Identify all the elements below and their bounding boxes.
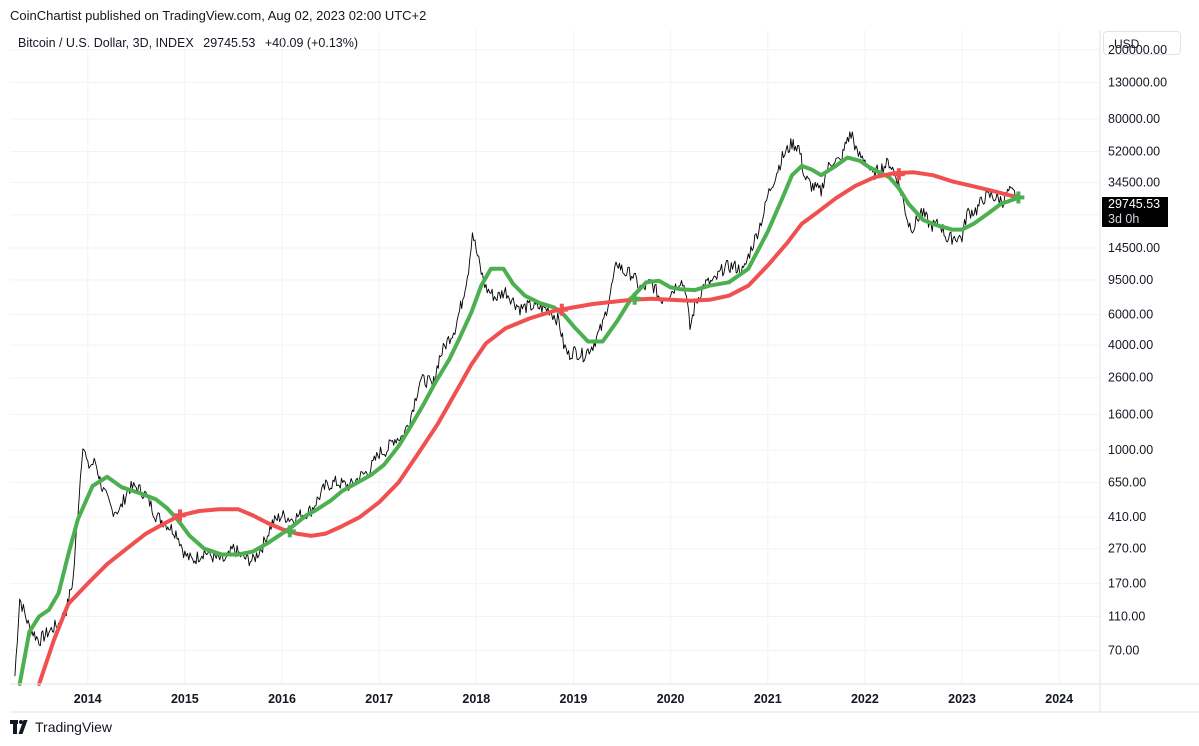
time-axis[interactable]: 2014 2015 2016 2017 2018 2019 2020 2021 2022 2023… bbox=[74, 692, 1073, 706]
y-tick-label: 110.00 bbox=[1108, 610, 1145, 624]
badge-countdown: 3d 0h bbox=[1108, 212, 1140, 226]
publisher-caption: CoinChartist published on TradingView.co… bbox=[10, 8, 427, 23]
x-tick-label: 2014 bbox=[74, 692, 102, 706]
x-tick-label: 2016 bbox=[268, 692, 296, 706]
y-tick-label: 170.00 bbox=[1108, 577, 1146, 591]
y-tick-label: 130000.00 bbox=[1108, 75, 1167, 89]
badge-price: 29745.53 bbox=[1108, 197, 1161, 211]
x-tick-label: 2018 bbox=[462, 692, 490, 706]
y-tick-label: 1600.00 bbox=[1108, 407, 1153, 421]
cross-marker bbox=[628, 292, 641, 305]
symbol-legend: Bitcoin / U.S. Dollar, 3D, INDEX 29745.5… bbox=[18, 36, 364, 50]
y-tick-label: 80000.00 bbox=[1108, 112, 1160, 126]
y-tick-label: 4000.00 bbox=[1108, 338, 1153, 352]
x-tick-label: 2023 bbox=[948, 692, 976, 706]
y-tick-label: 650.00 bbox=[1108, 475, 1146, 489]
y-tick-label: 2600.00 bbox=[1108, 371, 1153, 385]
price-change: +40.09 (+0.13%) bbox=[264, 36, 358, 50]
y-tick-label: 410.00 bbox=[1108, 510, 1146, 524]
price-axis[interactable]: 200000.00 130000.00 80000.00 52000.00 34500.… bbox=[1108, 43, 1167, 658]
price-line bbox=[14, 131, 1019, 677]
y-tick-label: 14500.00 bbox=[1108, 241, 1160, 255]
tradingview-logo-text: TradingView bbox=[35, 719, 113, 735]
red-moving-average-line bbox=[37, 170, 1021, 686]
x-tick-label: 2024 bbox=[1045, 692, 1073, 706]
last-price: 29745.53 bbox=[203, 36, 256, 50]
cross-markers bbox=[174, 168, 1025, 538]
grid bbox=[10, 30, 1100, 684]
y-tick-label: 6000.00 bbox=[1108, 308, 1153, 322]
x-tick-label: 2021 bbox=[754, 692, 782, 706]
x-tick-label: 2017 bbox=[365, 692, 393, 706]
x-tick-label: 2019 bbox=[560, 692, 588, 706]
tradingview-logo-icon bbox=[10, 720, 30, 734]
y-tick-label: 34500.00 bbox=[1108, 175, 1160, 189]
y-tick-label: 52000.00 bbox=[1108, 145, 1160, 159]
y-tick-label: 9500.00 bbox=[1108, 273, 1153, 287]
cross-marker bbox=[174, 509, 187, 522]
x-tick-label: 2015 bbox=[171, 692, 199, 706]
y-tick-label: 70.00 bbox=[1108, 644, 1139, 658]
tradingview-logo[interactable]: TradingView bbox=[10, 719, 112, 735]
x-tick-label: 2020 bbox=[657, 692, 685, 706]
x-tick-label: 2022 bbox=[851, 692, 879, 706]
currency-button[interactable]: USD bbox=[1103, 31, 1181, 55]
y-tick-label: 200000.00 bbox=[1108, 43, 1167, 57]
cross-marker bbox=[1012, 191, 1025, 204]
cross-marker bbox=[555, 303, 568, 316]
cross-marker bbox=[283, 525, 296, 538]
symbol-name[interactable]: Bitcoin / U.S. Dollar, 3D, INDEX bbox=[18, 36, 194, 50]
last-price-badge: 29745.53 3d 0h bbox=[1102, 197, 1168, 227]
green-moving-average-line bbox=[17, 155, 1021, 686]
y-tick-label: 1000.00 bbox=[1108, 443, 1153, 457]
y-tick-label: 270.00 bbox=[1108, 542, 1146, 556]
cross-marker bbox=[892, 168, 905, 181]
